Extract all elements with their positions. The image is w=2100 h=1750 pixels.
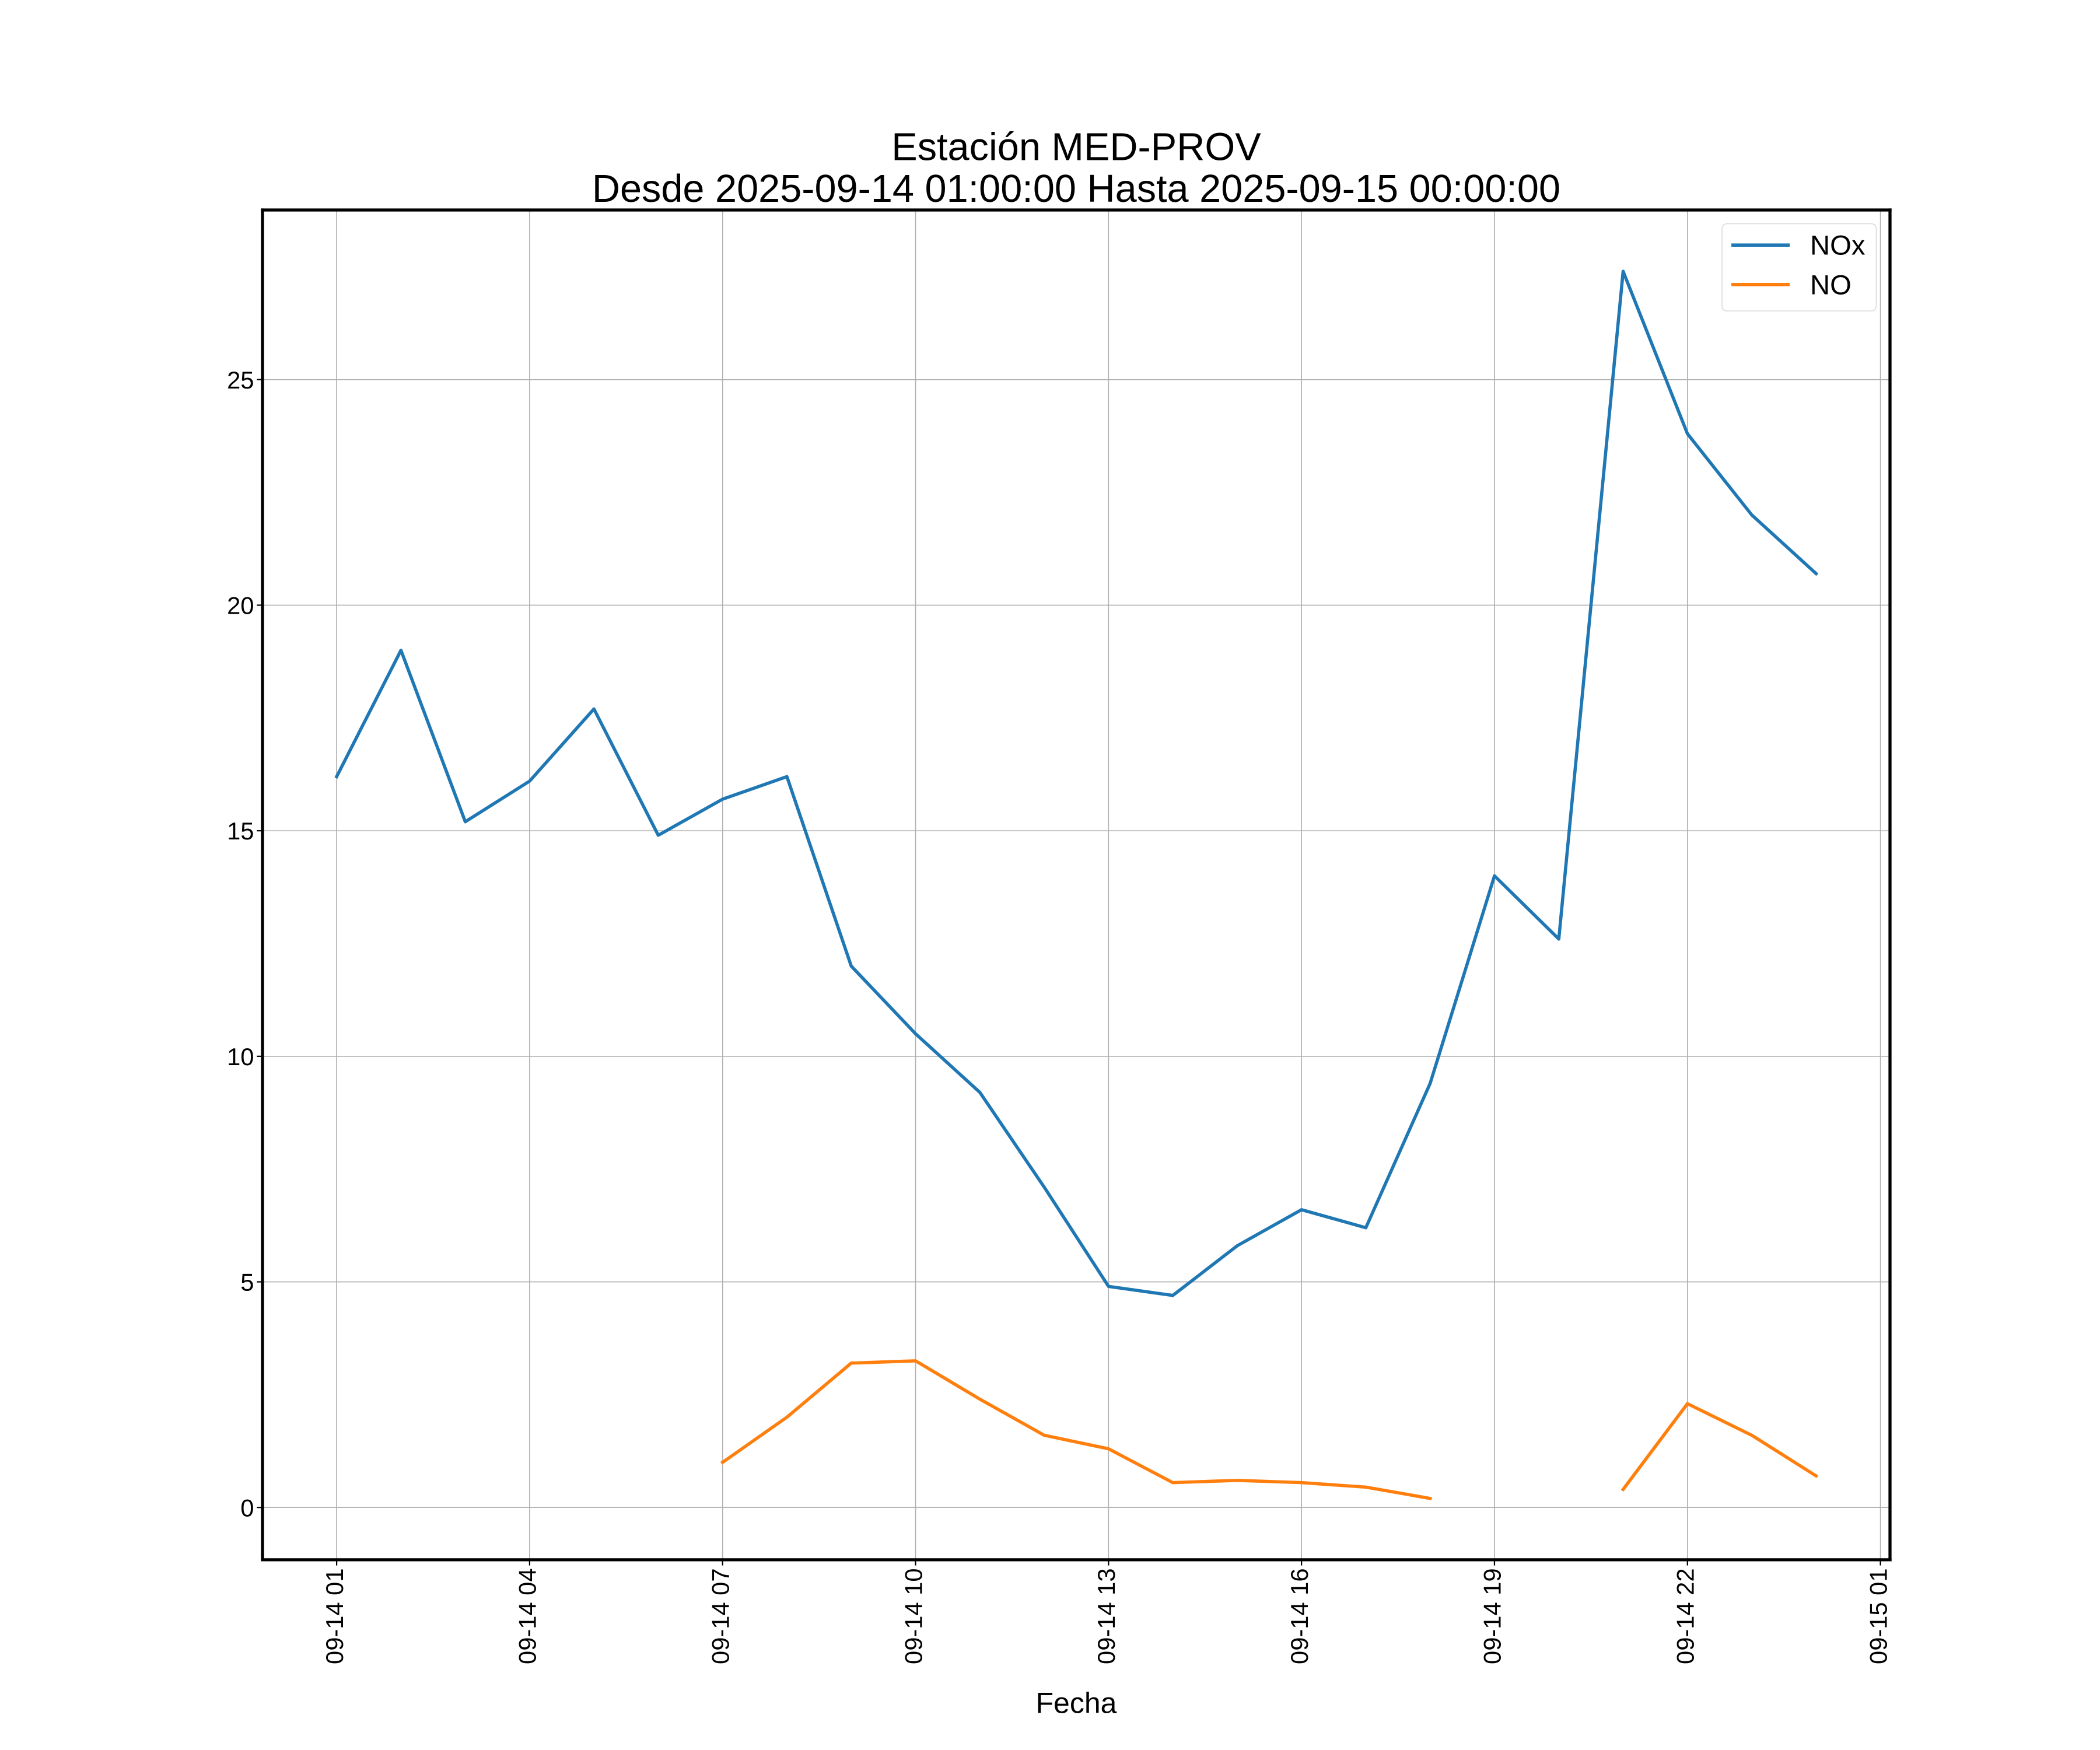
svg-text:Estación MED-PROV: Estación MED-PROV: [891, 125, 1261, 169]
svg-text:09-14 19: 09-14 19: [1479, 1569, 1506, 1664]
svg-text:20: 20: [227, 592, 254, 620]
svg-text:15: 15: [227, 817, 254, 845]
svg-text:09-14 22: 09-14 22: [1672, 1569, 1699, 1664]
svg-text:Fecha: Fecha: [1036, 1686, 1117, 1719]
svg-text:NOx: NOx: [1810, 230, 1866, 261]
svg-text:09-14 10: 09-14 10: [900, 1569, 927, 1664]
svg-text:09-14 13: 09-14 13: [1093, 1569, 1120, 1664]
svg-text:09-14 01: 09-14 01: [321, 1569, 348, 1664]
svg-text:09-14 04: 09-14 04: [514, 1569, 541, 1664]
svg-text:Desde 2025-09-14 01:00:00 Hast: Desde 2025-09-14 01:00:00 Hasta 2025-09-…: [592, 167, 1560, 211]
svg-text:09-14 16: 09-14 16: [1286, 1569, 1313, 1664]
svg-text:09-15 01: 09-15 01: [1864, 1569, 1892, 1664]
svg-text:09-14 07: 09-14 07: [706, 1569, 734, 1664]
svg-text:5: 5: [240, 1269, 254, 1296]
svg-text:NO: NO: [1810, 270, 1852, 300]
svg-text:25: 25: [227, 366, 254, 394]
svg-text:10: 10: [227, 1043, 254, 1070]
svg-text:0: 0: [240, 1494, 254, 1521]
